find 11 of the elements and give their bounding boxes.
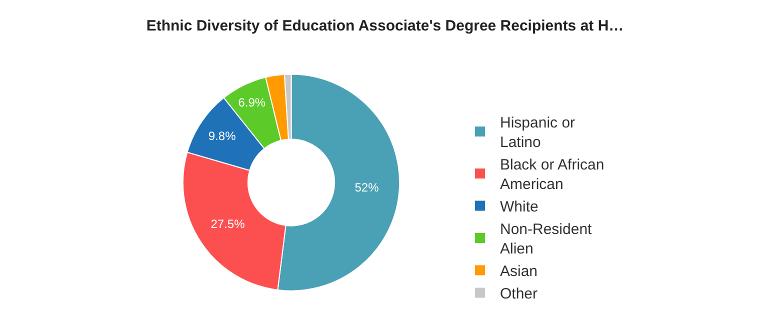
- legend-label: Non-Resident Alien: [500, 221, 593, 258]
- legend-label: Hispanic or Latino: [500, 114, 576, 152]
- legend-label: Other: [500, 286, 538, 303]
- data-label: 27.5%: [210, 217, 246, 232]
- legend-label: White: [500, 198, 538, 216]
- data-label: 6.9%: [238, 95, 266, 110]
- chart-title: Ethnic Diversity of Education Associate's Degree Recipients at H…: [146, 18, 624, 35]
- legend-label: Black or African American: [500, 156, 604, 194]
- legend-label: Asian: [500, 263, 538, 280]
- data-label: 9.8%: [208, 129, 236, 144]
- data-label: 52%: [354, 180, 380, 194]
